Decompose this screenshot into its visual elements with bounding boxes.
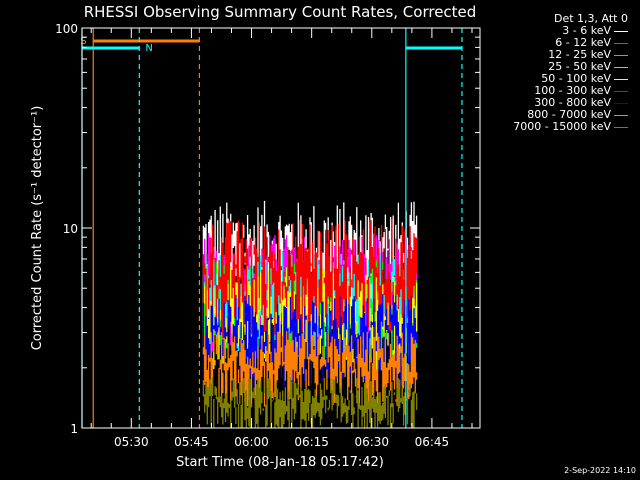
legend-swatch xyxy=(614,30,628,32)
legend-label: 300 - 800 keV xyxy=(534,96,611,109)
night-interval xyxy=(405,28,463,428)
legend-item: 50 - 100 keV xyxy=(478,73,628,85)
night-label: N xyxy=(145,43,152,54)
night-interval: N xyxy=(81,28,153,428)
legend-item: 12 - 25 keV xyxy=(478,49,628,61)
legend-title: Det 1,3, Att 0 xyxy=(554,12,628,25)
y-axis: 1 10 100 xyxy=(55,22,480,436)
legend: Det 1,3, Att 0 3 - 6 keV 6 - 12 keV 12 - 2… xyxy=(478,13,628,133)
x-tick-label: 05:30 xyxy=(114,435,149,449)
y-tick-label: 1 xyxy=(70,422,78,436)
chart-title: RHESSI Observing Summary Count Rates, Co… xyxy=(84,3,477,21)
y-axis-label: Corrected Count Rate (s⁻¹ detector⁻¹) xyxy=(30,106,45,351)
legend-label: 12 - 25 keV xyxy=(548,48,611,61)
legend-item: 100 - 300 keV xyxy=(478,85,628,97)
legend-swatch xyxy=(614,126,628,128)
legend-label: 100 - 300 keV xyxy=(534,84,611,97)
legend-swatch xyxy=(614,54,628,56)
footer-timestamp: 2-Sep-2022 14:10 xyxy=(564,466,636,475)
legend-item: 7000 - 15000 keV xyxy=(478,121,628,133)
legend-item: 3 - 6 keV xyxy=(478,25,628,37)
plot-data xyxy=(202,200,418,428)
x-tick-label: 06:00 xyxy=(234,435,269,449)
legend-item: 6 - 12 keV xyxy=(478,37,628,49)
x-tick-label: 06:15 xyxy=(294,435,329,449)
legend-item: 25 - 50 keV xyxy=(478,61,628,73)
legend-swatch xyxy=(614,114,628,116)
legend-label: 7000 - 15000 keV xyxy=(513,120,611,133)
legend-swatch xyxy=(614,78,628,80)
legend-label: 6 - 12 keV xyxy=(555,36,611,49)
y-tick-label: 10 xyxy=(63,222,78,236)
legend-item: 800 - 7000 keV xyxy=(478,109,628,121)
SAA-interval: S xyxy=(80,28,201,428)
legend-label: 800 - 7000 keV xyxy=(527,108,611,121)
legend-item: 300 - 800 keV xyxy=(478,97,628,109)
y-tick-label: 100 xyxy=(55,22,78,36)
x-tick-label: 06:30 xyxy=(354,435,389,449)
legend-label: 25 - 50 keV xyxy=(548,60,611,73)
series-trace xyxy=(202,377,418,428)
x-tick-label: 06:45 xyxy=(415,435,450,449)
legend-swatch xyxy=(614,42,628,44)
legend-label: 3 - 6 keV xyxy=(562,24,611,37)
legend-swatch xyxy=(614,66,628,68)
x-axis-label: Start Time (08-Jan-18 05:17:42) xyxy=(176,455,384,470)
legend-label: 50 - 100 keV xyxy=(541,72,611,85)
legend-swatch xyxy=(614,90,628,92)
legend-swatch xyxy=(614,102,628,104)
SAA-label: S xyxy=(80,36,86,47)
series-7000-15000-kev xyxy=(202,377,418,428)
x-tick-label: 05:45 xyxy=(174,435,209,449)
x-axis: 05:30 05:45 06:00 06:15 06:30 06:45 xyxy=(90,28,473,449)
